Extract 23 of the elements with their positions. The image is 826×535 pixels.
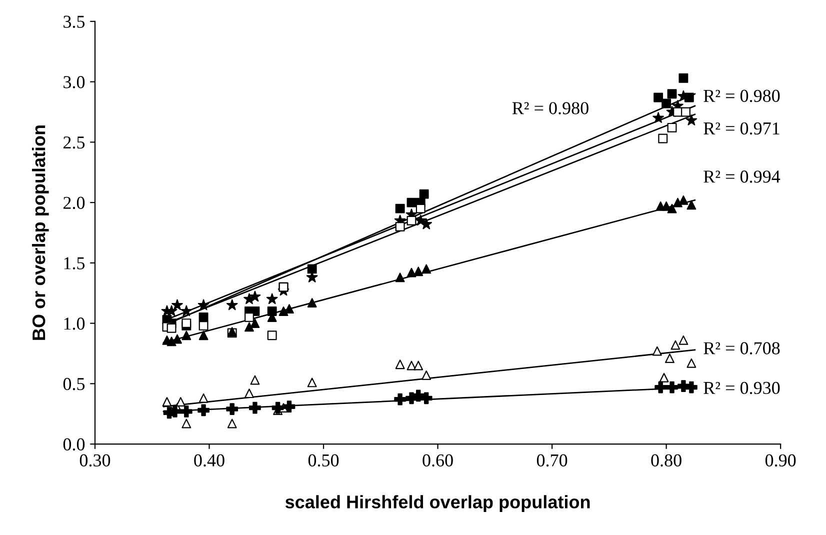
annotation: R² = 0.971 <box>704 122 780 135</box>
y-tick-label: 0.5 <box>63 378 85 390</box>
x-tick-label: 0.60 <box>422 454 453 467</box>
y-tick-label: 0.0 <box>63 438 85 451</box>
x-tick-label: 0.30 <box>80 454 110 467</box>
x-tick-label: 0.40 <box>194 454 224 467</box>
x-tick-label: 0.90 <box>765 454 796 467</box>
x-axis-title: scaled Hirshfeld overlap population <box>285 495 590 512</box>
annotation: R² = 0.930 <box>704 382 780 394</box>
annotation: R² = 0.994 <box>704 170 780 183</box>
x-tick-label: 0.80 <box>651 454 682 467</box>
y-tick-label: 2.0 <box>63 196 85 210</box>
x-tick-label: 0.50 <box>308 454 339 467</box>
y-tick-label: 3.5 <box>64 16 85 28</box>
x-tick-label: 0.70 <box>536 454 568 467</box>
y-tick-label: 1.5 <box>64 257 85 270</box>
y-axis-title: BO or overlap population <box>32 126 49 340</box>
annotation: R² = 0.980 <box>704 90 780 102</box>
annotation: R² = 0.980 <box>512 102 588 114</box>
annotation: R² = 0.708 <box>704 342 780 354</box>
y-tick-label: 3.0 <box>64 76 85 88</box>
y-tick-label: 2.5 <box>63 136 85 149</box>
y-tick-label: 1.0 <box>64 318 85 330</box>
